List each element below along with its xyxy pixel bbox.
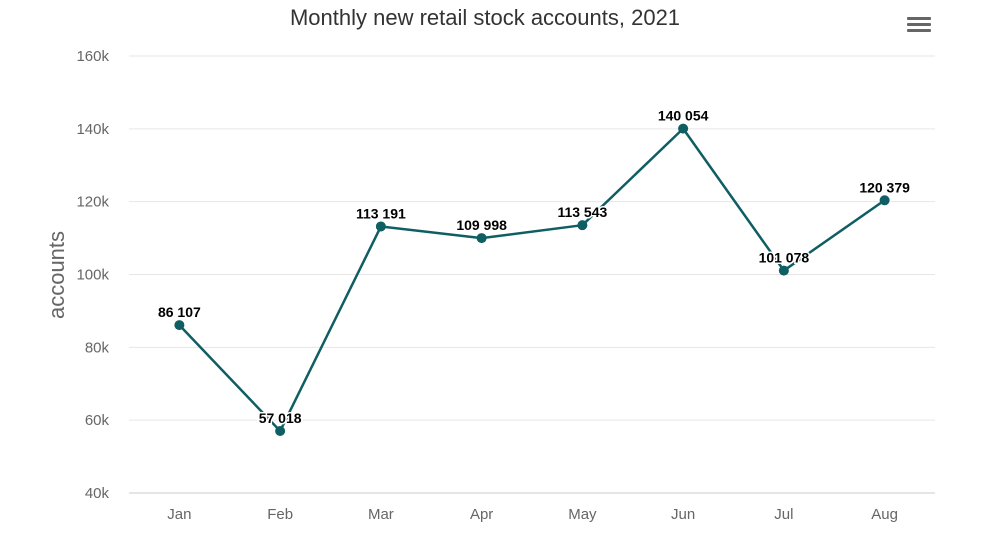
data-label: 113 191 bbox=[356, 205, 406, 221]
y-tick-label: 120k bbox=[76, 194, 109, 211]
data-label: 57 018 bbox=[259, 410, 302, 426]
y-axis-ticks: 40k 60k 80k 100k 120k 140k 160k bbox=[76, 48, 109, 502]
y-tick-label: 160k bbox=[76, 48, 109, 65]
x-tick-label: Apr bbox=[470, 506, 493, 523]
data-point[interactable] bbox=[879, 195, 890, 206]
series-line-group bbox=[174, 123, 890, 437]
x-tick-label: Jun bbox=[671, 506, 695, 523]
chart-menu-button[interactable] bbox=[904, 12, 934, 36]
x-tick-label: Mar bbox=[368, 506, 394, 523]
chart-title: Monthly new retail stock accounts, 2021 bbox=[289, 5, 681, 30]
y-tick-label: 40k bbox=[85, 485, 110, 502]
x-axis-ticks: Jan Feb Mar Apr May Jun Jul Aug bbox=[167, 506, 898, 523]
x-tick-label: Aug bbox=[871, 506, 898, 523]
data-labels: 86 107 57 018 113 191 109 998 113 543 140 054… bbox=[156, 106, 911, 427]
x-tick-label: Jul bbox=[774, 506, 793, 523]
x-tick-label: Jan bbox=[167, 506, 191, 523]
data-label: 113 543 bbox=[557, 204, 607, 220]
data-label: 86 107 bbox=[158, 304, 201, 320]
data-label: 101 078 bbox=[759, 250, 810, 266]
grid-lines bbox=[129, 55, 935, 494]
y-tick-label: 60k bbox=[85, 412, 110, 429]
data-point[interactable] bbox=[275, 426, 286, 437]
y-axis-label: accounts bbox=[44, 231, 69, 319]
data-point[interactable] bbox=[577, 220, 588, 231]
data-point[interactable] bbox=[476, 233, 487, 244]
data-label: 109 998 bbox=[456, 217, 507, 233]
data-label: 140 054 bbox=[658, 108, 709, 124]
y-tick-label: 140k bbox=[76, 121, 109, 138]
data-label: 120 379 bbox=[859, 179, 910, 195]
data-point[interactable] bbox=[375, 221, 386, 232]
data-point[interactable] bbox=[678, 123, 689, 134]
data-point[interactable] bbox=[174, 320, 185, 331]
series-line bbox=[178, 127, 886, 433]
x-tick-label: Feb bbox=[267, 506, 293, 523]
y-tick-label: 80k bbox=[85, 339, 110, 356]
y-tick-label: 100k bbox=[76, 267, 109, 284]
data-point[interactable] bbox=[778, 265, 789, 276]
x-tick-label: May bbox=[568, 506, 597, 523]
